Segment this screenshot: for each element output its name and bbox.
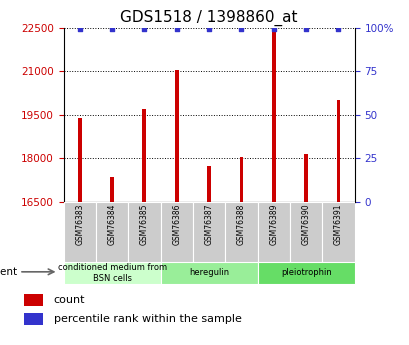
Bar (289, 202, 321, 262)
Text: GSM76390: GSM76390 (301, 204, 310, 245)
Point (302, 27, 309, 32)
Bar (160, 202, 193, 262)
Point (173, 27, 180, 32)
Point (141, 27, 147, 32)
Bar (225, 202, 257, 262)
Bar (24, 294, 43, 306)
Bar (321, 202, 354, 262)
Text: agent: agent (0, 267, 18, 277)
Text: GSM76383: GSM76383 (75, 204, 84, 245)
Point (108, 27, 115, 32)
Text: percentile rank within the sample: percentile rank within the sample (54, 314, 241, 324)
Bar (63, 262, 160, 284)
Bar (63, 202, 96, 262)
Bar (257, 262, 354, 284)
Bar (24, 313, 43, 325)
Bar (174, 70, 178, 202)
Bar (271, 28, 275, 202)
Bar (128, 202, 160, 262)
Text: GSM76389: GSM76389 (269, 204, 278, 245)
Point (238, 27, 244, 32)
Text: conditioned medium from
BSN cells: conditioned medium from BSN cells (57, 263, 166, 283)
Title: GDS1518 / 1398860_at: GDS1518 / 1398860_at (120, 10, 297, 26)
Text: GSM76385: GSM76385 (139, 204, 148, 245)
Bar (160, 262, 257, 284)
Bar (257, 202, 289, 262)
Bar (96, 202, 128, 262)
Point (270, 27, 276, 32)
Point (335, 27, 341, 32)
Bar (239, 157, 243, 202)
Text: GSM76391: GSM76391 (333, 204, 342, 245)
Text: GSM76386: GSM76386 (172, 204, 181, 245)
Text: GSM76387: GSM76387 (204, 204, 213, 245)
Text: pleiotrophin: pleiotrophin (280, 268, 331, 277)
Bar (142, 109, 146, 202)
Text: count: count (54, 295, 85, 305)
Bar (78, 118, 81, 202)
Bar (207, 166, 211, 202)
Bar (336, 100, 339, 202)
Point (205, 27, 212, 32)
Text: GSM76388: GSM76388 (236, 204, 245, 245)
Bar (193, 202, 225, 262)
Text: heregulin: heregulin (189, 268, 229, 277)
Text: GSM76384: GSM76384 (107, 204, 116, 245)
Bar (110, 177, 114, 202)
Point (76, 27, 83, 32)
Bar (303, 154, 307, 202)
